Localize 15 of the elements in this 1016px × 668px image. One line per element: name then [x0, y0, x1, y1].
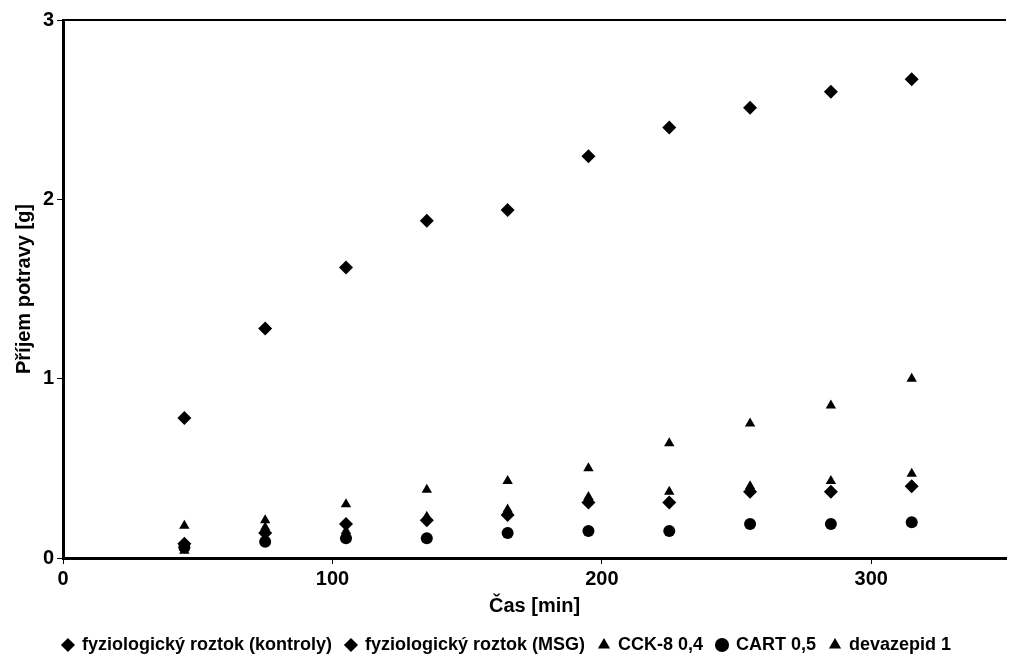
legend-label: fyziologický roztok (kontroly)	[81, 633, 332, 654]
x-tick-label: 100	[315, 566, 350, 589]
legend-label: devazepid 1	[849, 633, 952, 654]
y-tick-label: 0	[43, 545, 55, 568]
y-tick-label: 3	[43, 7, 55, 30]
x-tick-label: 200	[585, 566, 619, 589]
y-tick-label: 1	[43, 366, 55, 389]
x-axis-title: Čas [min]	[489, 592, 581, 616]
y-tick-label: 2	[43, 186, 55, 209]
y-axis-title: Příjem potravy [g]	[11, 203, 34, 375]
legend-label: fyziologický roztok (MSG)	[364, 633, 585, 654]
x-tick-label: 0	[57, 566, 69, 589]
legend-label: CART 0,5	[736, 633, 817, 654]
legend-label: CCK-8 0,4	[617, 633, 704, 654]
x-tick-label: 300	[854, 566, 888, 589]
